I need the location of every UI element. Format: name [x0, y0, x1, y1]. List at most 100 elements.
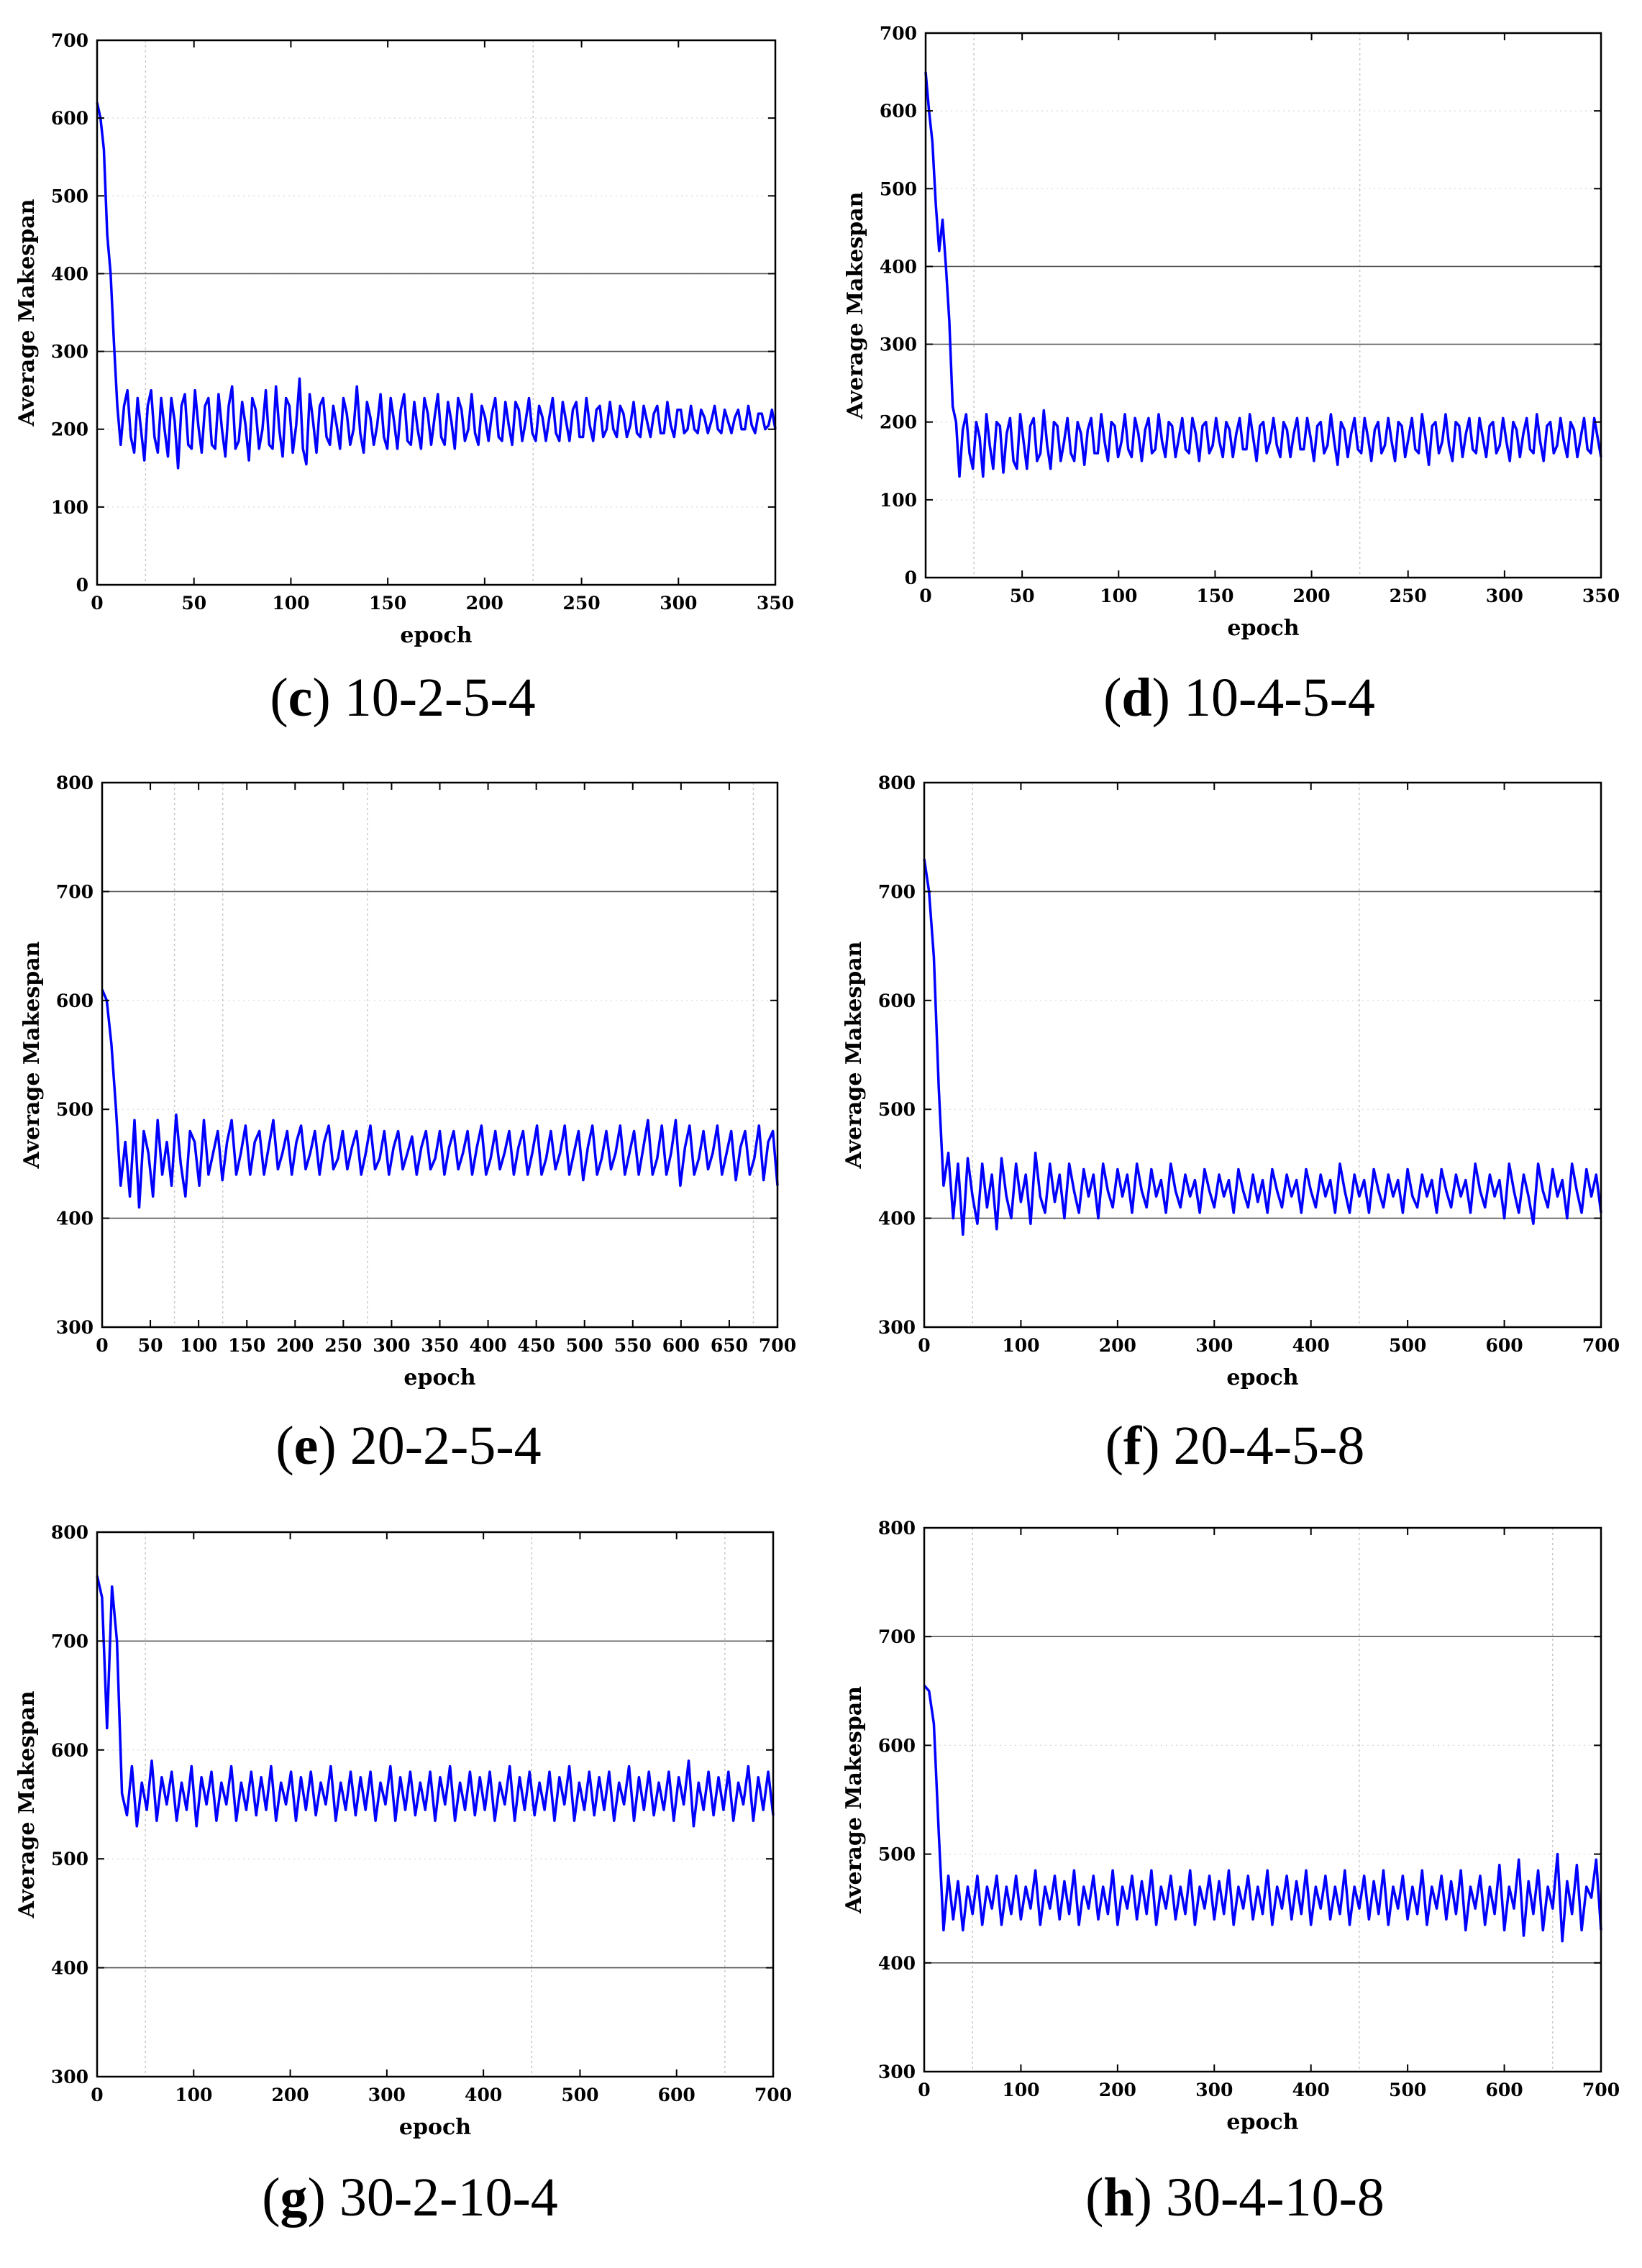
x-tick-label: 0	[918, 1335, 930, 1356]
y-tick-label: 100	[880, 490, 917, 511]
y-axis-label: Average Makespan	[14, 199, 40, 427]
y-tick-label: 400	[880, 256, 917, 277]
x-tick-label: 50	[138, 1335, 163, 1356]
caption-letter: e	[294, 1416, 319, 1476]
x-tick-label: 500	[1389, 2080, 1426, 2100]
x-tick-label: 150	[228, 1335, 265, 1356]
y-tick-label: 300	[878, 2062, 916, 2082]
caption-text: ) 20-2-5-4	[318, 1416, 541, 1476]
x-tick-label: 500	[561, 2085, 598, 2105]
x-tick-label: 100	[1002, 1335, 1039, 1356]
chart-panel-e: 0 50 100 150 200 250 300 350 400 450 500 550 600 650 7…	[19, 773, 796, 1476]
caption-letter: h	[1103, 2167, 1134, 2228]
y-axis-label: Average Makespan	[841, 1686, 867, 1914]
x-tick-label: 500	[1389, 1335, 1426, 1356]
chart-panel-h: 0 100 200 300 400 500 600 700 300 400 500 600 700 800…	[841, 1518, 1620, 2228]
x-tick-label: 400	[1292, 2080, 1330, 2100]
x-tick-label: 450	[518, 1335, 555, 1356]
y-tick-label: 300	[878, 1317, 916, 1338]
y-tick-label: 800	[878, 1518, 916, 1539]
y-tick-label: 400	[878, 1208, 916, 1229]
plot-frame	[96, 39, 777, 586]
y-tick-label: 600	[56, 990, 93, 1011]
x-tick-label: 200	[466, 593, 503, 614]
x-tick-label: 700	[1582, 2080, 1620, 2100]
caption-text: ) 10-4-5-4	[1152, 668, 1375, 728]
x-tick-label: 100	[1100, 586, 1137, 606]
x-tick-label: 100	[272, 593, 309, 614]
x-tick-label: 250	[1390, 586, 1427, 606]
y-tick-label: 500	[878, 1099, 916, 1120]
plot-frame	[923, 781, 1602, 1329]
y-tick-label: 600	[51, 108, 88, 129]
x-axis-label: epoch	[400, 623, 472, 648]
x-axis-label: epoch	[1227, 616, 1299, 641]
x-tick-label: 350	[421, 1335, 458, 1356]
x-tick-label: 200	[1099, 2080, 1136, 2100]
x-tick-label: 250	[324, 1335, 362, 1356]
y-axis-label: Average Makespan	[14, 1690, 40, 1918]
x-tick-label: 250	[562, 593, 600, 614]
y-tick-label: 700	[51, 1631, 88, 1652]
y-tick-label: 600	[878, 1735, 916, 1756]
y-tick-label: 700	[56, 881, 93, 902]
series-line	[101, 989, 779, 1209]
panel-caption: (d) 10-4-5-4	[1103, 668, 1375, 728]
y-tick-label: 400	[51, 263, 88, 284]
y-tick-label: 800	[56, 773, 93, 793]
x-axis-label: epoch	[399, 2115, 471, 2140]
series-line	[924, 71, 1602, 478]
y-tick-label: 400	[878, 1953, 916, 1974]
caption-letter: f	[1123, 1416, 1143, 1476]
y-tick-label: 600	[51, 1740, 88, 1761]
x-tick-label: 50	[1010, 586, 1035, 606]
x-tick-label: 0	[918, 2080, 930, 2100]
panel-caption: (c) 10-2-5-4	[270, 668, 535, 728]
x-tick-label: 600	[658, 2085, 695, 2105]
caption-letter: g	[280, 2167, 308, 2228]
y-tick-label: 200	[880, 412, 917, 433]
chart-panel-g: 0 100 200 300 400 500 600 700 300 400 500 600 700 800…	[14, 1522, 792, 2228]
caption-letter: c	[288, 668, 313, 728]
x-tick-label: 300	[660, 593, 697, 614]
x-tick-label: 500	[566, 1335, 603, 1356]
y-axis-label: Average Makespan	[19, 941, 45, 1169]
y-tick-label: 800	[878, 773, 916, 793]
y-tick-label: 500	[56, 1099, 93, 1120]
y-axis-label: Average Makespan	[841, 941, 867, 1169]
x-tick-label: 50	[181, 593, 206, 614]
plot-frame	[923, 1526, 1602, 2073]
caption-paren-open: (	[1103, 668, 1121, 728]
y-tick-label: 500	[51, 1849, 88, 1869]
x-tick-label: 100	[180, 1335, 217, 1356]
x-tick-label: 100	[1002, 2080, 1039, 2100]
x-tick-label: 700	[754, 2085, 792, 2105]
x-tick-label: 300	[1195, 2080, 1233, 2100]
caption-paren-open: (	[262, 2167, 280, 2228]
caption-text: ) 20-4-5-8	[1141, 1416, 1364, 1476]
y-tick-label: 0	[76, 575, 88, 596]
x-tick-label: 650	[711, 1335, 748, 1356]
y-tick-label: 500	[880, 178, 917, 199]
x-tick-label: 0	[91, 2085, 103, 2105]
chart-panel-d: 0 50 100 150 200 250 300 350 0 100 200 300 400 500 600…	[843, 23, 1620, 728]
series-line	[96, 102, 777, 470]
panel-caption: (h) 30-4-10-8	[1085, 2167, 1385, 2228]
x-tick-label: 300	[368, 2085, 406, 2105]
y-tick-label: 200	[51, 419, 88, 440]
caption-paren-open: (	[270, 668, 288, 728]
x-tick-label: 100	[175, 2085, 212, 2105]
caption-text: ) 30-2-10-4	[308, 2167, 558, 2228]
series-line	[923, 858, 1602, 1237]
y-tick-label: 300	[51, 342, 88, 363]
x-tick-label: 600	[1485, 1335, 1523, 1356]
x-tick-label: 400	[465, 2085, 502, 2105]
x-tick-label: 350	[757, 593, 794, 614]
caption-paren-open: (	[275, 1416, 293, 1476]
x-tick-label: 200	[271, 2085, 309, 2105]
caption-text: ) 30-4-10-8	[1134, 2167, 1385, 2228]
caption-paren-open: (	[1085, 2167, 1103, 2228]
series-line	[923, 1685, 1602, 1943]
x-tick-label: 0	[96, 1335, 108, 1356]
plot-frame	[96, 1531, 775, 2078]
